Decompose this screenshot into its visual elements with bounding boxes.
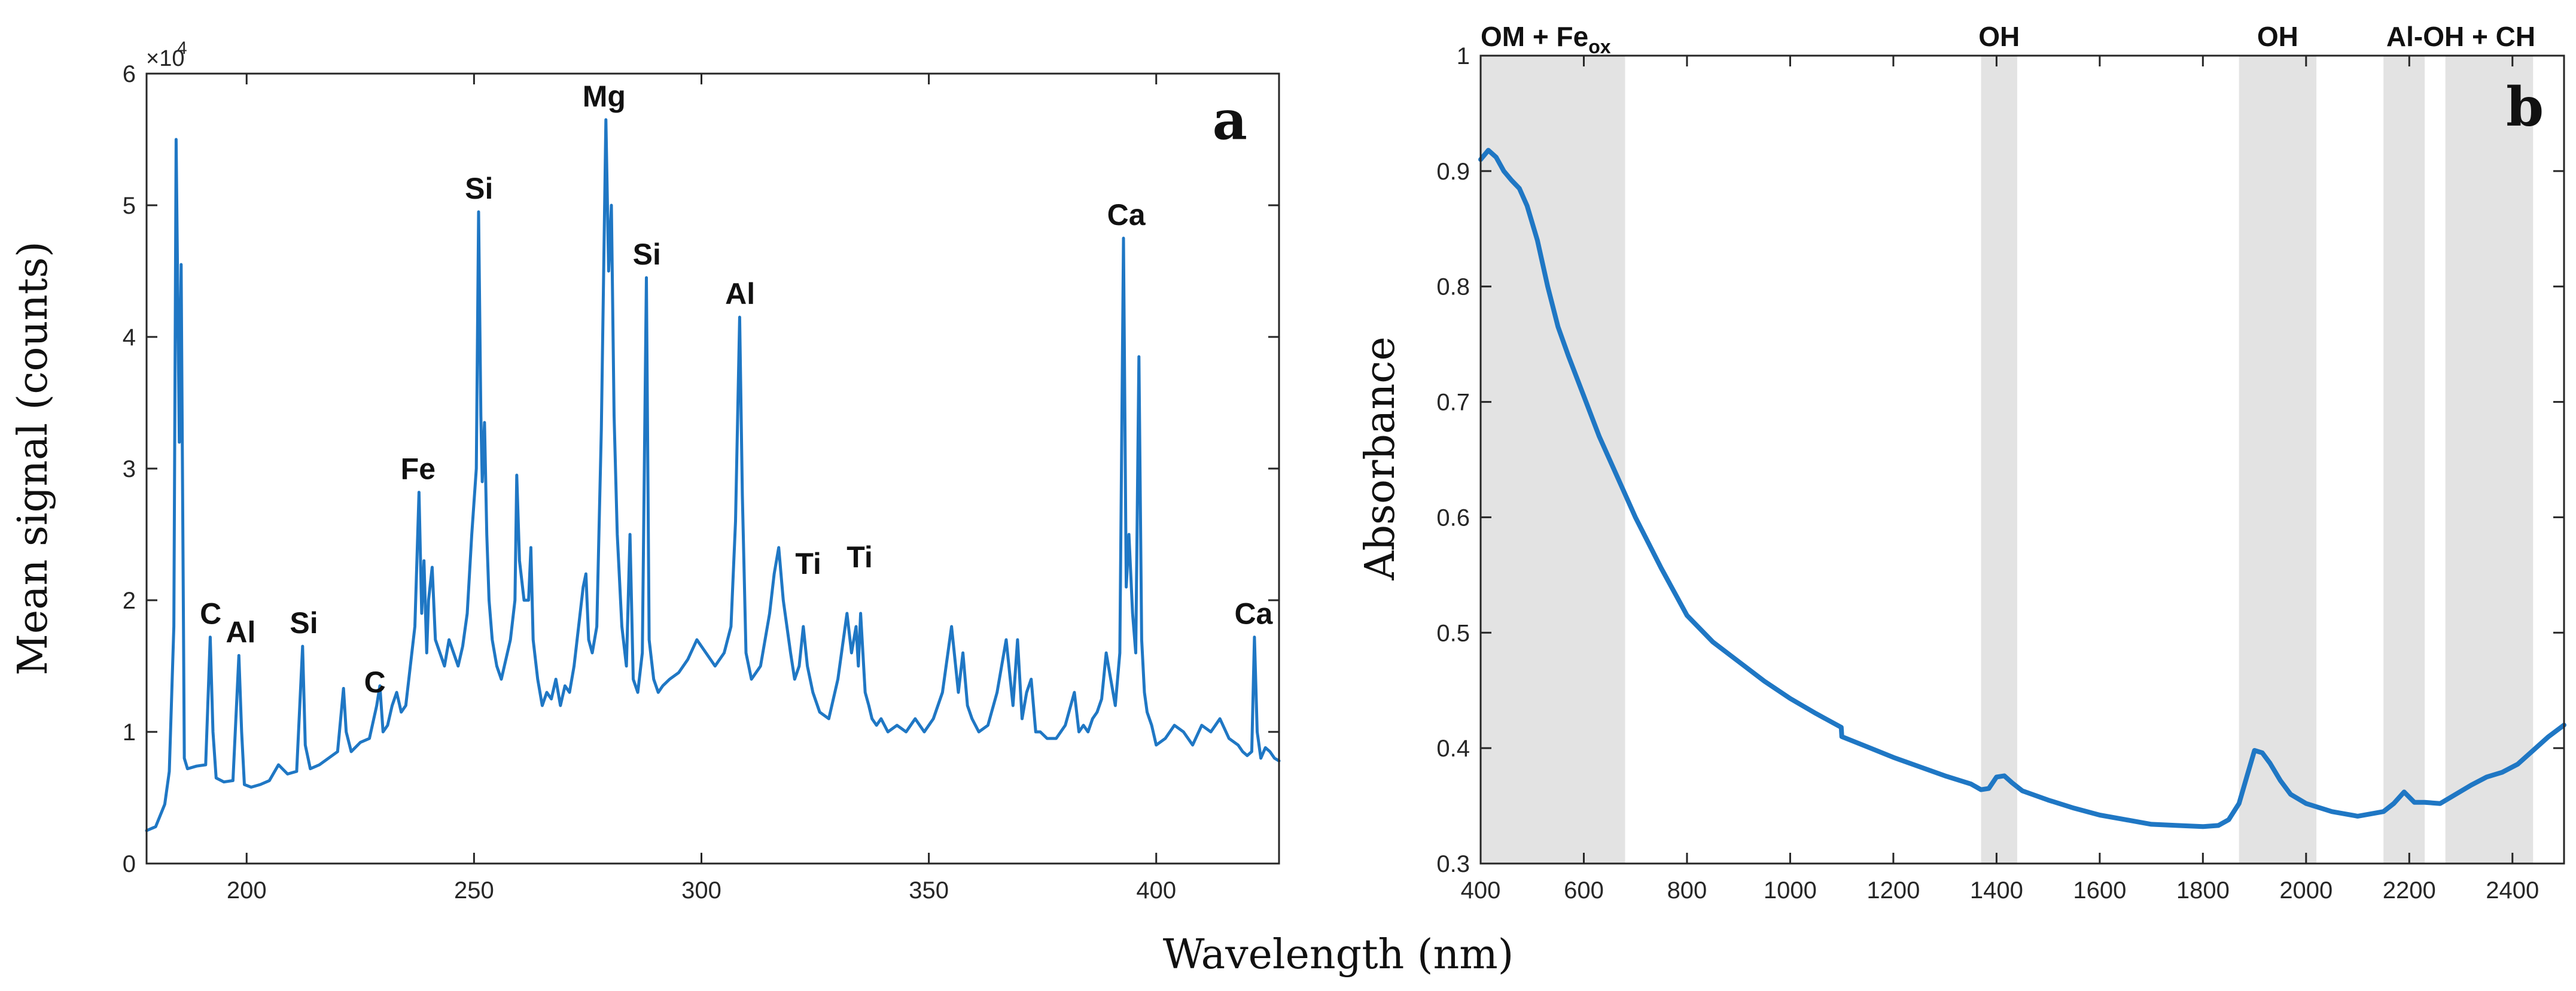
- a-axes-frame: [145, 72, 1280, 865]
- b-ytick-label-2: 0.5: [1436, 620, 1470, 646]
- b-band-label-2: OH: [2257, 21, 2298, 52]
- a-peak-label-3: C: [364, 665, 386, 699]
- panel-a-axes: [145, 72, 1280, 865]
- b-band-label-1: OH: [1978, 21, 2020, 52]
- a-peak-label-1: Al: [226, 615, 255, 649]
- panel-b-chart: 400 600 800 1000 1200 1400 1600 1800 2000 2200 240…: [1357, 21, 2566, 904]
- b-band-1: [1981, 56, 2017, 864]
- panel-a-ticks: 200 250 300 350 400 0 1 2 3 4 5 6: [123, 61, 1279, 904]
- a-peak-label-10: Ti: [847, 540, 873, 574]
- a-peak-label-9: Ti: [795, 547, 821, 580]
- b-axes-frame: [1479, 54, 2565, 865]
- a-xtick-label-2: 300: [681, 877, 721, 904]
- a-peak-label-12: Ca: [1234, 597, 1273, 631]
- a-peak-label-11: Ca: [1107, 198, 1146, 232]
- panel-b-band-labels: OM + Feox OH OH Al-OH + CH: [1481, 21, 2535, 57]
- panel-b-series-layer: [1478, 148, 2566, 829]
- a-ytick-label-2: 2: [123, 588, 136, 614]
- b-band-label-3: Al-OH + CH: [2386, 21, 2535, 52]
- a-xtick-label-4: 400: [1136, 877, 1176, 904]
- b-ytick-label-5: 0.8: [1436, 274, 1470, 300]
- a-peak-label-6: Mg: [583, 80, 626, 113]
- b-band-3: [2383, 56, 2425, 864]
- b-xtick-label-10: 2400: [2486, 877, 2539, 904]
- shared-x-axis-title: Wavelength (nm): [1163, 931, 1514, 978]
- panel-b-y-axis-title: Absorbance: [1357, 336, 1404, 580]
- panel-a-y-multiplier-exponent: 4: [177, 38, 187, 58]
- a-ytick-label-6: 6: [123, 61, 136, 87]
- b-xtick-label-5: 1400: [1970, 877, 2023, 904]
- panel-b-axes: [1479, 54, 2565, 865]
- b-xtick-label-8: 2000: [2279, 877, 2333, 904]
- b-xtick-label-1: 600: [1564, 877, 1604, 904]
- a-ytick-label-5: 5: [123, 193, 136, 219]
- a-ytick-label-0: 0: [123, 851, 136, 877]
- b-ytick-label-6: 0.9: [1436, 159, 1470, 185]
- b-band-2: [2239, 56, 2317, 864]
- panel-b-letter: b: [2506, 75, 2544, 139]
- b-band-label-0: OM + Feox: [1481, 21, 1611, 57]
- a-ytick-label-1: 1: [123, 719, 136, 746]
- b-ytick-label-4: 0.7: [1436, 390, 1470, 416]
- b-ytick-label-0: 0.3: [1436, 851, 1470, 877]
- panel-a-letter: a: [1213, 89, 1247, 152]
- panel-b-bands: [1481, 56, 2534, 864]
- a-series-line-0: [145, 118, 1281, 832]
- b-xtick-label-3: 1000: [1764, 877, 1817, 904]
- a-xtick-label-3: 350: [909, 877, 949, 904]
- panel-a-y-multiplier: ×10: [146, 46, 184, 71]
- b-ytick-label-3: 0.6: [1436, 504, 1470, 531]
- b-xtick-label-7: 1800: [2176, 877, 2230, 904]
- b-series-line-0: [1478, 148, 2566, 829]
- a-peak-label-0: C: [200, 597, 221, 631]
- b-band-0: [1481, 56, 1625, 864]
- panel-a-series-layer: [145, 118, 1281, 832]
- panel-a-y-axis-title: Mean signal (counts): [10, 241, 57, 676]
- panel-b-ticks: 400 600 800 1000 1200 1400 1600 1800 2000 2200 240…: [1436, 43, 2564, 904]
- b-xtick-label-0: 400: [1461, 877, 1501, 904]
- a-peak-label-8: Al: [725, 277, 755, 311]
- b-xtick-label-4: 1200: [1866, 877, 1920, 904]
- a-peak-label-7: Si: [633, 238, 661, 271]
- a-peak-label-2: Si: [290, 606, 318, 640]
- b-xtick-label-9: 2200: [2383, 877, 2436, 904]
- b-ytick-label-1: 0.4: [1436, 735, 1470, 762]
- b-band-label-sub-0: ox: [1588, 36, 1611, 57]
- a-ytick-label-3: 3: [123, 456, 136, 482]
- b-ytick-label-7: 1: [1457, 43, 1470, 69]
- a-xtick-label-1: 250: [454, 877, 494, 904]
- b-xtick-label-6: 1600: [2073, 877, 2126, 904]
- a-ytick-label-4: 4: [123, 324, 136, 351]
- a-peak-label-5: Si: [465, 172, 493, 205]
- b-band-4: [2445, 56, 2534, 864]
- a-peak-label-4: Fe: [401, 452, 436, 486]
- a-xtick-label-0: 200: [227, 877, 267, 904]
- b-xtick-label-2: 800: [1667, 877, 1707, 904]
